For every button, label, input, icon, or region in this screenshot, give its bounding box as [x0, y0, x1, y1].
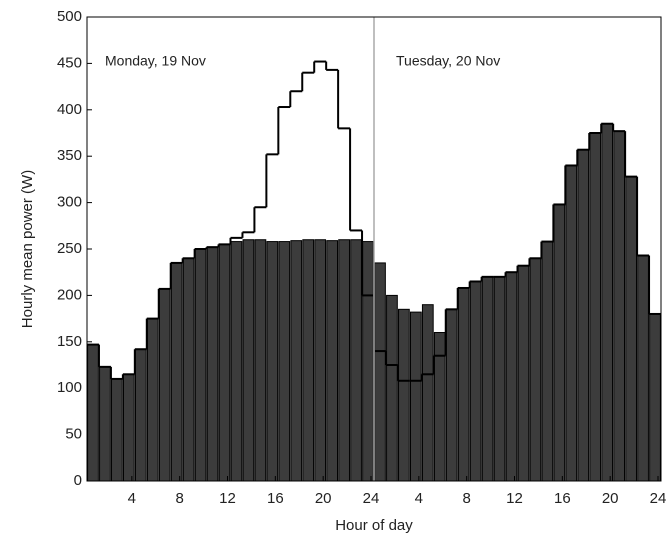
bar: [158, 288, 171, 482]
bar: [350, 239, 362, 482]
bar: [302, 239, 315, 482]
y-tick-label: 500: [57, 8, 82, 25]
bar: [206, 246, 219, 482]
y-tick-label: 200: [57, 286, 82, 303]
bar: [134, 348, 147, 482]
bar: [218, 243, 231, 482]
bar: [637, 254, 649, 482]
annotation: Tuesday, 20 Nov: [396, 53, 500, 69]
bar: [577, 149, 590, 482]
annotation: Monday, 19 Nov: [105, 53, 206, 69]
y-tick-label: 100: [57, 379, 82, 396]
x-tick-label: 16: [267, 490, 284, 507]
bar: [493, 276, 506, 482]
x-tick-label: 20: [602, 490, 619, 507]
bar: [565, 164, 578, 482]
bar: [266, 241, 279, 482]
x-tick-label: 16: [554, 490, 571, 507]
bar: [290, 240, 303, 482]
x-axis-label: Hour of day: [335, 517, 413, 534]
y-tick-label: 250: [57, 240, 82, 257]
bar: [553, 203, 566, 482]
bar: [445, 308, 458, 482]
bar: [625, 176, 637, 482]
bar: [421, 304, 434, 482]
bar: [649, 313, 661, 482]
bar: [529, 257, 542, 482]
bar: [122, 373, 135, 482]
bar: [194, 248, 207, 482]
bar: [469, 280, 482, 482]
bar: [170, 262, 183, 482]
y-axis-label: Hourly mean power (W): [19, 170, 36, 328]
bar: [398, 308, 410, 482]
y-tick-label: 50: [65, 426, 82, 443]
x-tick-label: 4: [415, 490, 423, 507]
bar: [99, 366, 111, 482]
bar: [362, 241, 374, 482]
x-tick-label: 24: [650, 490, 667, 507]
bar: [314, 239, 327, 482]
bar: [386, 294, 398, 482]
bar: [146, 318, 159, 482]
y-tick-label: 400: [57, 101, 82, 118]
bar: [338, 239, 350, 482]
y-tick-label: 300: [57, 194, 82, 211]
bar: [481, 276, 494, 482]
y-tick-label: 0: [74, 472, 82, 489]
y-tick-label: 150: [57, 333, 82, 350]
x-tick-label: 4: [128, 490, 136, 507]
bar: [278, 241, 291, 482]
x-tick-label: 20: [315, 490, 332, 507]
x-tick-label: 12: [506, 490, 523, 507]
y-tick-label: 350: [57, 147, 82, 164]
plot-frame: [86, 16, 662, 482]
bar: [541, 241, 554, 482]
bar: [601, 123, 614, 482]
bar: [457, 287, 470, 482]
x-tick-label: 24: [363, 490, 380, 507]
x-tick-label: 12: [219, 490, 236, 507]
bar: [87, 344, 99, 482]
bar: [254, 239, 267, 482]
bar: [111, 378, 123, 482]
bar: [326, 240, 339, 482]
bar: [517, 265, 530, 482]
y-tick-label: 450: [57, 54, 82, 71]
bar: [589, 132, 602, 482]
bar: [613, 130, 626, 482]
x-tick-label: 8: [463, 490, 471, 507]
bar: [182, 257, 195, 482]
bar: [242, 239, 255, 482]
bar: [230, 241, 243, 482]
x-tick-label: 8: [176, 490, 184, 507]
bar: [409, 311, 422, 482]
bar: [374, 262, 386, 482]
bar: [505, 271, 518, 482]
